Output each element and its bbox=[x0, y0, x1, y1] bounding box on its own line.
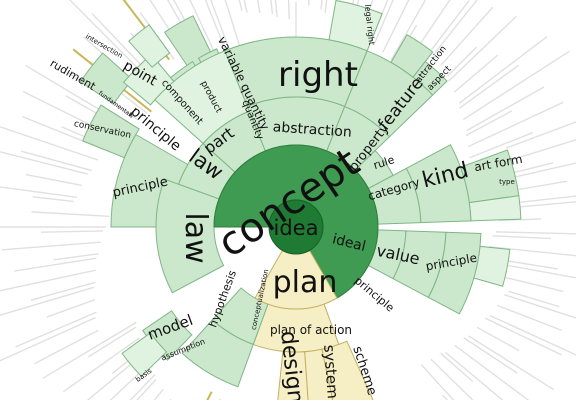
outer-spoke bbox=[440, 6, 494, 66]
label-center: idea bbox=[274, 216, 319, 240]
outer-spoke bbox=[432, 0, 478, 56]
outer-spoke bbox=[46, 299, 95, 318]
outer-spoke bbox=[504, 294, 576, 319]
outer-spoke bbox=[459, 64, 519, 109]
label-ideal: ideal bbox=[331, 231, 368, 255]
label-system: system bbox=[320, 344, 342, 399]
outer-spoke bbox=[320, 0, 323, 10]
outer-spoke bbox=[109, 363, 150, 400]
segment-scheme[interactable] bbox=[321, 340, 374, 400]
outer-spoke bbox=[488, 246, 576, 257]
outer-spoke bbox=[468, 335, 555, 391]
outer-spoke bbox=[0, 269, 96, 292]
label-plan-of-action: plan of action bbox=[270, 323, 352, 337]
outer-spoke bbox=[153, 389, 164, 400]
outer-spoke bbox=[42, 321, 137, 379]
outer-spoke bbox=[463, 50, 570, 120]
outer-spoke bbox=[224, 0, 242, 50]
outer-spoke bbox=[0, 286, 94, 316]
outer-spoke bbox=[206, 391, 213, 400]
outer-spoke bbox=[467, 101, 564, 148]
segment-kind[interactable] bbox=[405, 144, 472, 224]
outer-spoke bbox=[430, 358, 474, 400]
outer-spoke bbox=[430, 0, 470, 51]
outer-spoke bbox=[469, 131, 534, 159]
outer-spoke bbox=[444, 351, 504, 400]
outer-spoke bbox=[465, 110, 513, 137]
label-law-left: law bbox=[178, 212, 213, 263]
outer-spoke bbox=[508, 290, 560, 308]
outer-spoke bbox=[382, 0, 410, 53]
outer-spoke bbox=[454, 344, 530, 400]
label-legal-right: legal right bbox=[363, 4, 376, 45]
outer-spoke bbox=[484, 317, 563, 356]
outer-spoke bbox=[62, 337, 140, 393]
outer-spoke bbox=[506, 139, 576, 162]
outer-spoke bbox=[204, 0, 226, 49]
center-node[interactable] bbox=[268, 199, 324, 255]
outer-spoke bbox=[503, 195, 576, 205]
label-plan: plan bbox=[273, 265, 338, 300]
segment-variable-quantity[interactable] bbox=[154, 50, 250, 145]
segment-feature[interactable] bbox=[344, 50, 434, 138]
outer-spoke bbox=[0, 316, 96, 362]
label-right: right bbox=[278, 55, 358, 95]
segment-law-left[interactable] bbox=[155, 178, 225, 294]
label-rule: rule bbox=[372, 153, 397, 172]
outer-spoke bbox=[373, 0, 394, 46]
outer-spoke bbox=[91, 13, 148, 72]
segment-design[interactable] bbox=[276, 350, 309, 400]
outer-spoke bbox=[466, 86, 545, 132]
outer-spoke bbox=[447, 46, 478, 77]
outer-spoke bbox=[256, 0, 261, 14]
segment-system[interactable] bbox=[304, 348, 336, 400]
outer-spoke bbox=[492, 235, 551, 240]
outer-spoke bbox=[440, 352, 474, 383]
ring-1-segments bbox=[213, 144, 379, 310]
outer-spoke bbox=[25, 173, 83, 187]
outer-spoke bbox=[476, 326, 520, 352]
outer-spoke bbox=[453, 54, 499, 93]
outer-spoke bbox=[0, 186, 78, 199]
outer-spoke bbox=[189, 0, 215, 51]
label-type: type bbox=[499, 178, 515, 186]
outer-spoke bbox=[41, 230, 104, 233]
outer-spoke bbox=[497, 304, 562, 332]
outer-spoke bbox=[34, 329, 99, 365]
outer-spoke bbox=[136, 379, 157, 400]
outer-spoke bbox=[505, 121, 576, 149]
outer-spoke bbox=[390, 0, 427, 61]
segment-model[interactable] bbox=[181, 319, 254, 388]
outer-spoke bbox=[87, 326, 137, 358]
outer-spoke bbox=[0, 126, 99, 161]
outer-spoke bbox=[21, 150, 92, 172]
segment-principle-right[interactable] bbox=[427, 231, 482, 315]
outer-spoke bbox=[448, 15, 517, 82]
outer-spoke bbox=[0, 151, 88, 175]
outer-spoke bbox=[489, 314, 576, 356]
segment-intersection[interactable] bbox=[128, 24, 171, 68]
outer-spoke bbox=[210, 0, 231, 51]
outer-spoke bbox=[53, 253, 99, 261]
outer-spoke bbox=[274, 0, 278, 17]
outer-spoke bbox=[458, 36, 548, 104]
outer-spoke bbox=[463, 337, 518, 374]
outer-spoke bbox=[420, 364, 455, 400]
outer-spoke bbox=[505, 162, 576, 180]
outer-spoke bbox=[347, 0, 355, 24]
outer-spoke bbox=[30, 281, 96, 301]
outer-spoke bbox=[68, 0, 142, 73]
outer-spoke bbox=[31, 211, 110, 218]
outer-spoke bbox=[32, 196, 74, 203]
segment-basis[interactable] bbox=[121, 332, 168, 378]
label-abstraction: abstraction bbox=[272, 119, 352, 140]
outer-spoke bbox=[1, 241, 101, 251]
outer-spoke bbox=[15, 311, 97, 348]
outer-spoke bbox=[129, 373, 156, 400]
outer-spoke bbox=[14, 257, 97, 272]
outer-spoke bbox=[507, 162, 554, 175]
outer-spoke bbox=[495, 231, 576, 235]
